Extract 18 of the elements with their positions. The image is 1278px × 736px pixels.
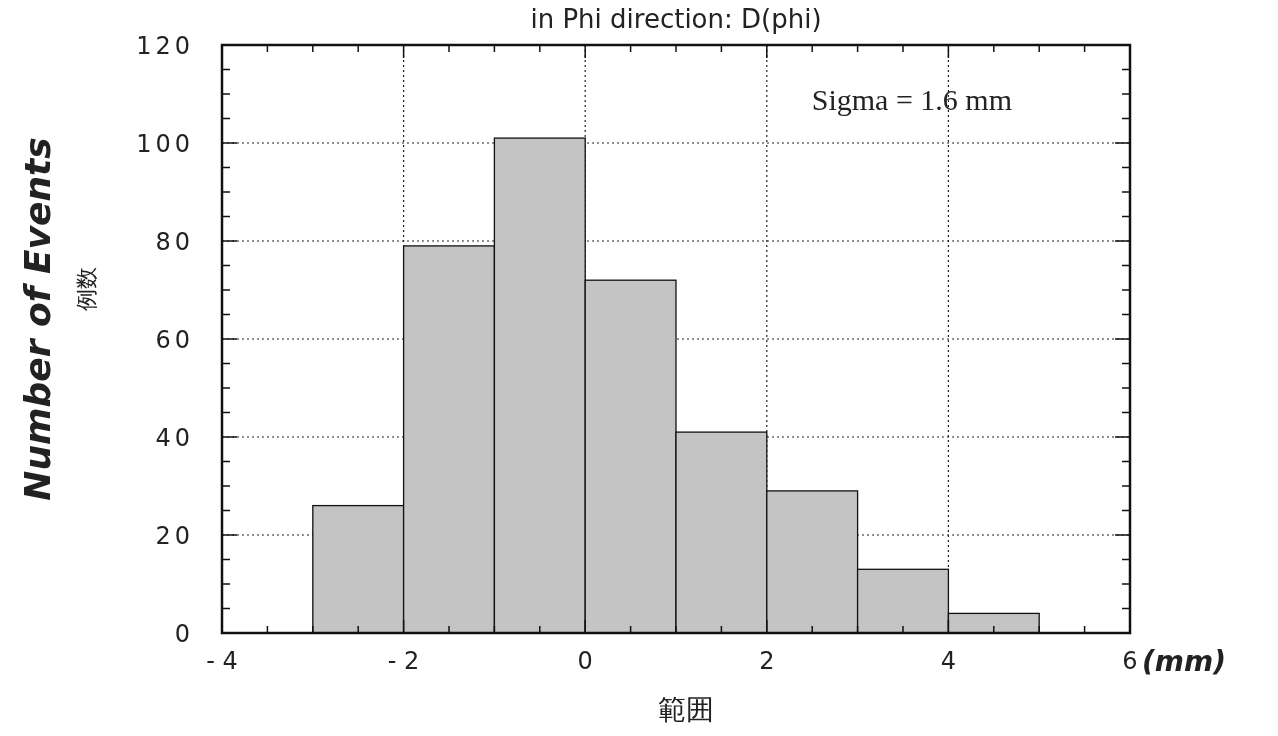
y-tick-label: 120 [136,32,194,60]
chart-title: in Phi direction: D(phi) [530,4,822,34]
x-axis-title: 範囲 [658,693,714,726]
y-axis-title: Number of Events 例数 [17,137,99,501]
x-tick-label: 0 [577,647,593,675]
y-tick-label: 40 [155,424,194,452]
x-tick-label: - 2 [387,647,420,675]
x-tick-label: 2 [759,647,775,675]
y-tick-label: 0 [174,620,194,648]
y-tick-label: 20 [155,522,194,550]
text: (mm) [1142,645,1226,678]
x-tick-label: 4 [940,647,957,675]
y-tick-label: 60 [155,326,194,354]
annotation: Sigma = 1.6 mm [811,83,1012,116]
x-tick-label: - 4 [206,647,238,675]
y-tick-label: 100 [136,130,194,158]
x-tick-label: 6 [1122,647,1138,675]
y-tick-label: 80 [155,228,194,256]
